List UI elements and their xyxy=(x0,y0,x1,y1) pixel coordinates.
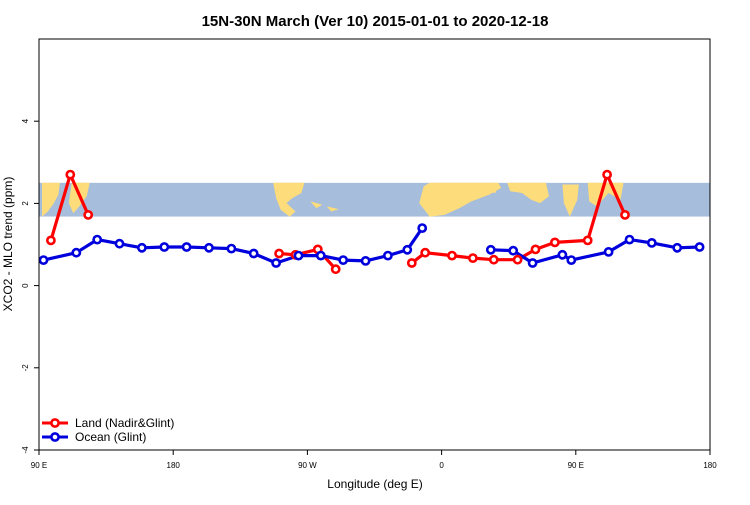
land-point-2-7 xyxy=(550,237,560,248)
ocean-point-1-8 xyxy=(672,242,683,253)
land-point-2-9 xyxy=(602,169,612,180)
y-tick-label-1: -2 xyxy=(21,364,30,372)
x-tick-label-2: 90 W xyxy=(298,461,317,470)
land-point-0-0 xyxy=(46,235,56,246)
ocean-point-0-4 xyxy=(136,242,147,253)
x-tick-label-0: 90 E xyxy=(31,461,47,470)
map-land-7 xyxy=(507,182,549,204)
plot-frame xyxy=(38,38,711,451)
land-point-1-0 xyxy=(274,248,284,259)
legend-marker-ocean xyxy=(50,432,60,442)
land-point-1-3 xyxy=(330,264,341,275)
ocean-point-1-6 xyxy=(624,234,635,245)
map-land-3 xyxy=(310,201,323,209)
map-land-4 xyxy=(326,206,339,212)
land-point-2-0 xyxy=(406,258,417,268)
ocean-point-0-6 xyxy=(181,242,192,252)
map-land-2 xyxy=(273,182,305,217)
ocean-point-1-1 xyxy=(508,245,519,256)
y-axis-label: XCO2 - MLO trend (ppm) xyxy=(1,177,15,312)
ocean-series-line-1 xyxy=(490,238,700,265)
land-point-2-6 xyxy=(530,244,541,255)
ocean-point-0-15 xyxy=(382,250,393,261)
map-land-6 xyxy=(477,184,499,193)
land-point-2-4 xyxy=(488,254,499,265)
legend-label-land: Land (Nadir&Glint) xyxy=(75,416,174,430)
legend-marker-land xyxy=(50,418,60,428)
land-point-2-1 xyxy=(420,247,431,258)
ocean-point-0-9 xyxy=(248,248,259,259)
ocean-point-0-8 xyxy=(226,243,237,254)
land-point-2-2 xyxy=(447,250,457,261)
chart-title: 15N-30N March (Ver 10) 2015-01-01 to 202… xyxy=(202,13,549,30)
ocean-point-0-1 xyxy=(71,247,82,258)
land-point-0-2 xyxy=(83,209,94,220)
land-point-2-10 xyxy=(620,209,630,220)
legend-label-ocean: Ocean (Glint) xyxy=(75,430,146,444)
y-tick-label-3: 2 xyxy=(21,201,30,206)
ocean-point-1-9 xyxy=(694,242,705,252)
ocean-point-0-10 xyxy=(271,258,281,268)
ocean-point-0-3 xyxy=(114,238,125,249)
ocean-point-0-16 xyxy=(402,244,413,255)
ocean-point-0-17 xyxy=(417,223,428,233)
land-point-2-3 xyxy=(467,253,478,263)
ocean-point-0-0 xyxy=(38,255,49,265)
x-tick-label-4: 90 E xyxy=(568,461,584,470)
ocean-point-1-2 xyxy=(527,258,538,268)
ocean-point-0-11 xyxy=(293,250,304,261)
ocean-point-0-7 xyxy=(204,242,214,253)
ocean-point-1-0 xyxy=(485,244,496,255)
ocean-point-0-5 xyxy=(159,242,170,252)
y-tick-label-4: 4 xyxy=(21,118,30,123)
ocean-point-0-2 xyxy=(92,234,103,245)
ocean-point-1-3 xyxy=(557,249,568,260)
x-tick-label-1: 180 xyxy=(167,461,181,470)
legend: Land (Nadir&Glint) Ocean (Glint) xyxy=(42,416,174,444)
ocean-point-0-12 xyxy=(315,250,326,261)
y-tick-label-0: -4 xyxy=(21,446,30,454)
y-axis: -4 -2 0 2 4 xyxy=(21,118,39,454)
land-point-0-1 xyxy=(65,169,76,180)
x-tick-label-5: 180 xyxy=(703,461,717,470)
x-axis-label: Longitude (deg E) xyxy=(327,477,422,491)
ocean-point-1-5 xyxy=(603,246,614,257)
ocean-point-0-13 xyxy=(338,255,349,265)
map-land-0 xyxy=(42,182,60,217)
map-land-5 xyxy=(419,182,502,217)
land-series-line-1 xyxy=(278,247,337,271)
ocean-point-1-7 xyxy=(646,237,657,248)
series-layer xyxy=(38,169,705,275)
x-axis: 90 E 180 90 W 0 90 E 180 xyxy=(31,450,717,470)
ocean-point-0-14 xyxy=(360,255,371,266)
map-land-8 xyxy=(562,184,579,217)
land-point-2-5 xyxy=(512,254,523,265)
ocean-point-1-4 xyxy=(566,255,577,265)
map-band xyxy=(39,182,710,217)
x-tick-label-3: 0 xyxy=(439,461,444,470)
land-point-2-8 xyxy=(582,235,593,246)
y-tick-label-2: 0 xyxy=(21,283,30,288)
